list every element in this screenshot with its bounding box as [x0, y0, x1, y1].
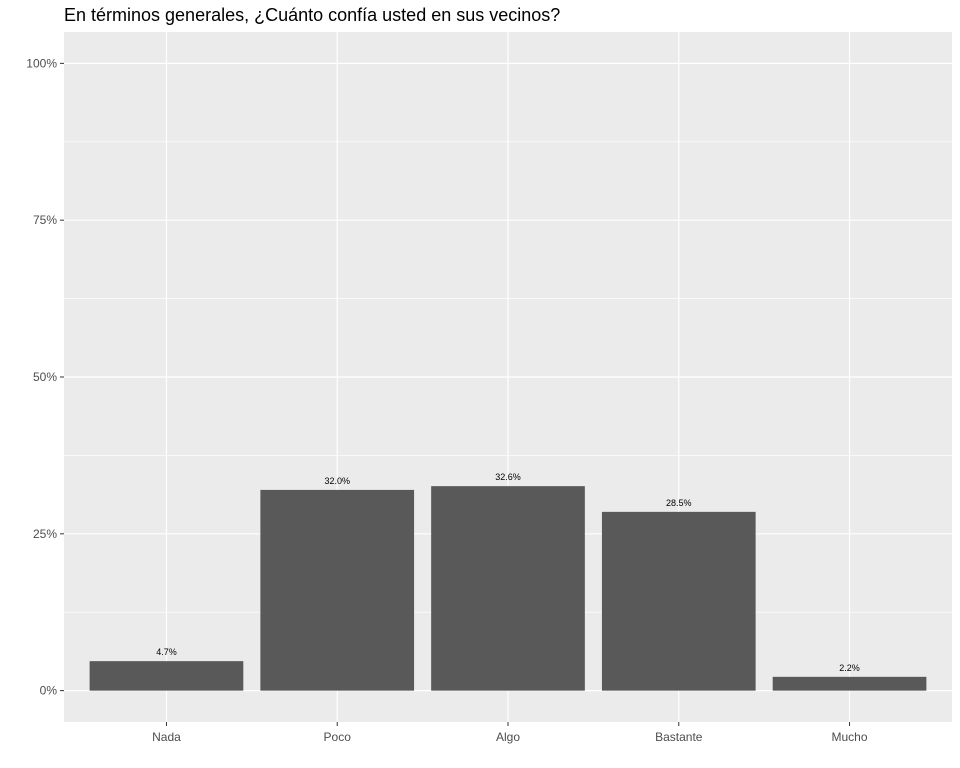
bar-mucho [772, 676, 927, 691]
y-tick-label: 50% [33, 370, 57, 384]
data-label: 2.2% [839, 663, 860, 673]
data-label: 32.0% [324, 476, 350, 486]
y-axis: 0% 25% 50% 75% 100% [26, 56, 64, 698]
chart-title: En términos generales, ¿Cuánto confía us… [64, 5, 561, 25]
x-tick-label: Nada [152, 730, 181, 744]
bars [89, 486, 927, 691]
y-tick-label: 100% [26, 56, 57, 70]
bar-poco [260, 489, 415, 691]
bar-bastante [601, 511, 756, 691]
data-label: 28.5% [666, 498, 692, 508]
x-tick-label: Poco [324, 730, 352, 744]
x-tick-label: Mucho [832, 730, 868, 744]
x-tick-label: Algo [496, 730, 520, 744]
data-label: 4.7% [156, 647, 177, 657]
bar-algo [431, 486, 585, 691]
y-tick-label: 25% [33, 527, 57, 541]
x-axis: Nada Poco Algo Bastante Mucho [152, 722, 868, 744]
data-label: 32.6% [495, 472, 521, 482]
y-tick-label: 0% [40, 684, 58, 698]
x-tick-label: Bastante [655, 730, 703, 744]
bar-nada [89, 661, 244, 691]
y-tick-label: 75% [33, 213, 57, 227]
data-labels: 4.7% 32.0% 32.6% 28.5% 2.2% [156, 472, 860, 673]
